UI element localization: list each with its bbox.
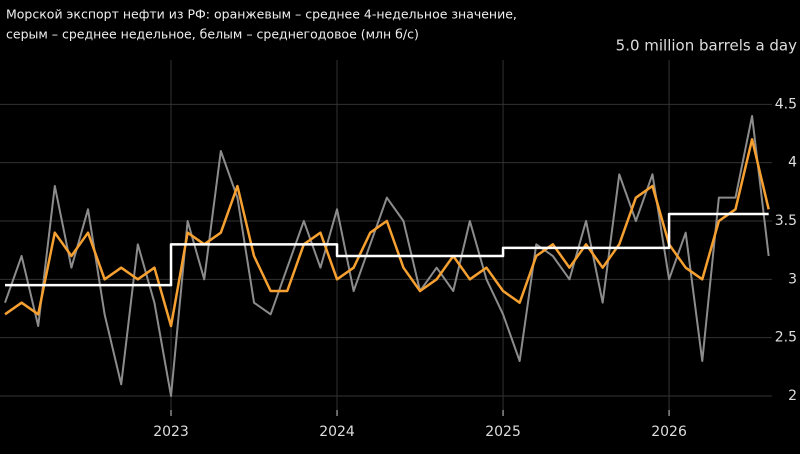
- y-tick-label: 3.5: [775, 213, 797, 229]
- y-tick-label: 5.0 million barrels a day: [616, 37, 797, 55]
- chart-title: серым – среднее недельное, белым – средн…: [6, 27, 419, 42]
- series-line: [4, 138, 770, 328]
- x-tick-label: 2024: [319, 424, 355, 440]
- y-tick-label: 2.5: [775, 330, 797, 346]
- chart-title: Морской экспорт нефти из РФ: оранжевым –…: [6, 7, 517, 22]
- x-tick-label: 2026: [651, 424, 687, 440]
- y-tick-label: 3: [788, 271, 797, 287]
- y-tick-label: 2: [788, 388, 797, 404]
- y-tick-label: 4.5: [775, 96, 797, 112]
- x-tick-label: 2025: [485, 424, 521, 440]
- series-line: [5, 212, 769, 287]
- series-line: [4, 115, 770, 397]
- y-tick-label: 4: [788, 155, 797, 171]
- x-tick-label: 2023: [153, 424, 189, 440]
